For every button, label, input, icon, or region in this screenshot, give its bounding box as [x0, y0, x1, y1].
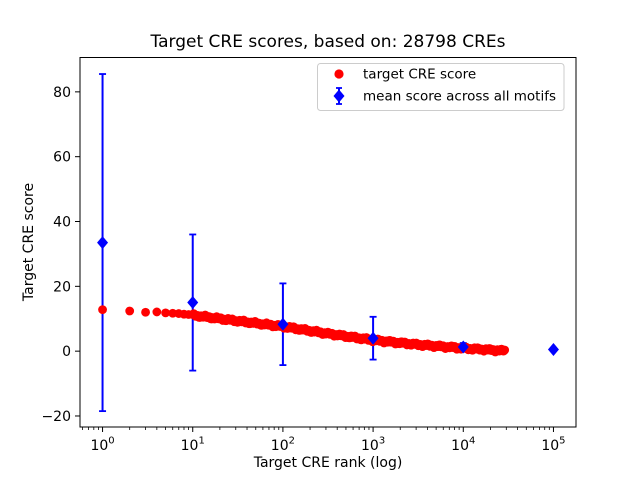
x-tick-label: 102	[271, 436, 295, 455]
target-score-point	[141, 307, 150, 317]
x-axis-label: Target CRE rank (log)	[253, 455, 403, 471]
mean-score-point	[277, 317, 289, 331]
y-tick-label: −20	[41, 409, 71, 425]
y-tick-label: 40	[53, 215, 71, 231]
target-score-point	[161, 308, 170, 318]
target-score-point	[98, 305, 107, 315]
legend-entry-target-score: target CRE score	[363, 67, 476, 83]
legend-marker-diamond-icon	[333, 87, 345, 105]
legend-box	[317, 63, 565, 111]
mean-series-markers	[97, 236, 559, 357]
x-tick-label: 100	[90, 436, 114, 455]
y-tick-label: 20	[53, 279, 71, 295]
mean-score-point	[367, 331, 379, 345]
mean-score-point	[187, 296, 199, 310]
chart-title: Target CRE scores, based on: 28798 CREs	[150, 32, 506, 52]
axes: 100 101 102 103 104 105 −20 0 20 40 60 80	[41, 57, 577, 455]
y-axis-label: Target CRE score	[21, 183, 37, 302]
mean-score-point	[97, 236, 109, 250]
y-tick-label: 0	[62, 344, 71, 360]
legend-marker-circle-icon	[334, 69, 344, 79]
y-tick-label: 80	[53, 85, 71, 101]
axes-spines	[79, 57, 577, 428]
legend: target CRE score mean score across all m…	[317, 63, 565, 111]
target-score-point	[152, 307, 162, 317]
x-tick-label: 104	[451, 436, 475, 455]
x-tick-label: 103	[361, 436, 385, 455]
mean-score-point	[457, 340, 469, 354]
mean-series-error-bars	[99, 73, 557, 413]
legend-entry-mean-score: mean score across all motifs	[363, 89, 556, 105]
target-score-point	[125, 306, 135, 316]
mean-score-point	[547, 343, 559, 357]
target-score-point	[500, 345, 510, 355]
target-score-scatter	[98, 305, 510, 357]
y-tick-label: 60	[53, 150, 71, 166]
x-tick-label: 105	[541, 436, 565, 455]
x-tick-label: 101	[181, 436, 205, 455]
